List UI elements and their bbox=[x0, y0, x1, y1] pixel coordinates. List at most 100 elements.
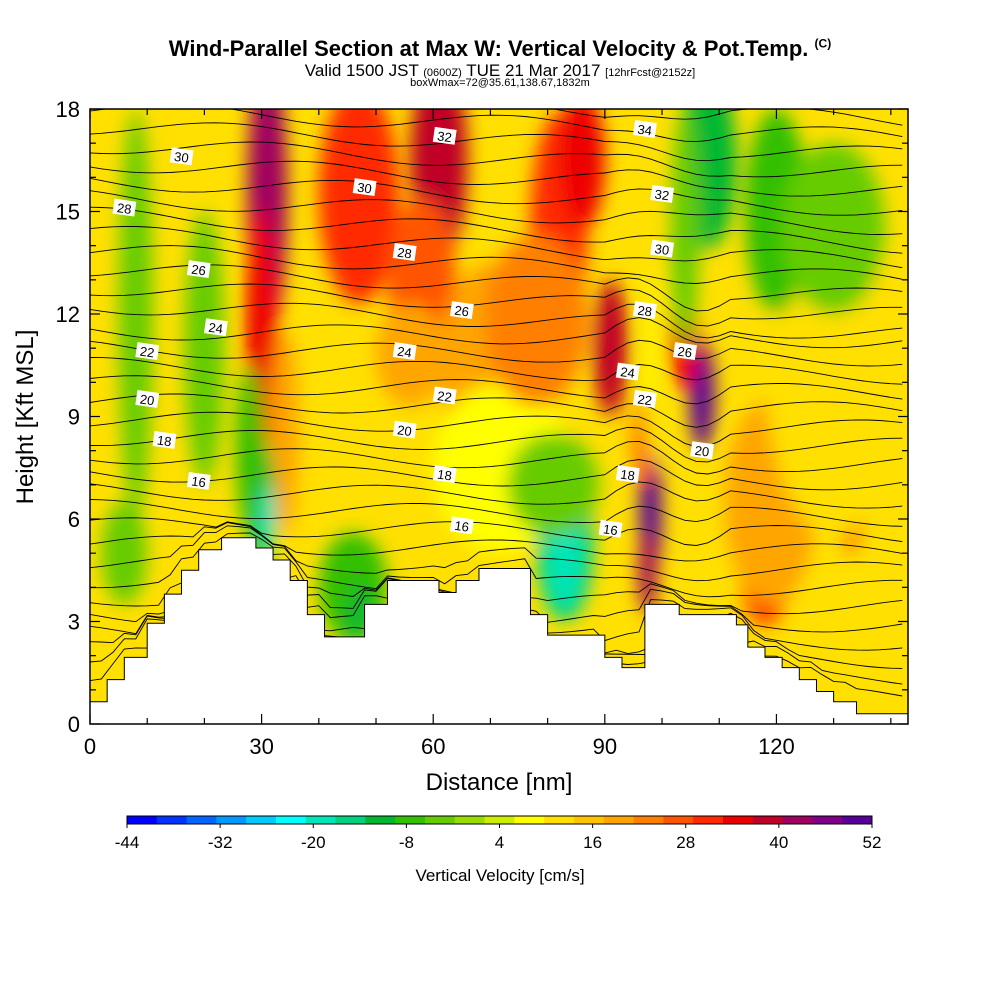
isentrope-label-23: 18 bbox=[615, 465, 640, 484]
colorbar-swatch bbox=[454, 816, 486, 824]
isentrope-label-17: 22 bbox=[632, 389, 657, 408]
isentrope-label-11: 26 bbox=[673, 342, 697, 361]
colorbar-swatch bbox=[693, 816, 724, 824]
colorbar-swatch bbox=[782, 816, 813, 824]
isentrope-line-31 bbox=[90, 122, 903, 162]
colorbar-swatch bbox=[246, 816, 277, 824]
isentrope-line-4 bbox=[90, 575, 903, 633]
colorbar-swatch bbox=[127, 816, 158, 824]
velocity-cell-2 bbox=[270, 331, 299, 537]
isentrope-label-4: 30 bbox=[352, 178, 377, 197]
colorbar-swatch bbox=[574, 816, 605, 824]
isentrope-label-text: 28 bbox=[116, 200, 132, 217]
isentrope-label-9: 26 bbox=[186, 260, 211, 279]
isentrope-label-1: 32 bbox=[432, 126, 457, 145]
isentrope-label-13: 24 bbox=[392, 342, 417, 361]
isentrope-line-19 bbox=[90, 339, 903, 367]
colorbar-swatch bbox=[365, 816, 396, 824]
colorbar: -44 -32 -20 -8 4 16 28 40 52 bbox=[115, 815, 882, 852]
isentrope-line-1 bbox=[90, 618, 903, 685]
isentrope-label-21: 18 bbox=[152, 430, 177, 449]
isentrope-label-text: 34 bbox=[637, 122, 653, 139]
colorbar-swatch bbox=[276, 816, 307, 824]
isentrope-label-text: 24 bbox=[619, 364, 635, 381]
y-tick-label: 0 bbox=[68, 712, 80, 737]
isentrope-label-25: 16 bbox=[449, 516, 474, 535]
isentrope-label-text: 18 bbox=[619, 467, 635, 484]
colorbar-swatch bbox=[156, 816, 188, 824]
isentrope-label-text: 22 bbox=[436, 388, 452, 405]
isentrope-line-9 bbox=[90, 517, 903, 546]
isentrope-line-0 bbox=[90, 647, 903, 697]
isentrope-label-2: 32 bbox=[650, 184, 675, 203]
velocity-cell-23 bbox=[670, 109, 700, 349]
isentrope-label-24: 16 bbox=[186, 471, 211, 490]
x-tick-label: 120 bbox=[758, 734, 795, 759]
isentrope-label-text: 16 bbox=[602, 521, 618, 538]
isentrope-line-29 bbox=[90, 160, 903, 197]
isentrope-label-text: 24 bbox=[208, 320, 224, 337]
isentrope-label-15: 22 bbox=[135, 342, 160, 361]
x-tick-label: 60 bbox=[421, 734, 445, 759]
colorbar-label: Vertical Velocity [cm/s] bbox=[415, 866, 584, 885]
colorbar-swatch bbox=[812, 816, 843, 824]
velocity-cell-28 bbox=[101, 501, 148, 605]
isentrope-label-text: 30 bbox=[654, 241, 670, 258]
isentrope-line-11 bbox=[90, 481, 903, 509]
colorbar-swatch bbox=[544, 816, 575, 824]
colorbar-tick-label: 52 bbox=[863, 833, 882, 852]
chart-detail: boxWmax=72@35.61,138.67,1832m bbox=[410, 77, 590, 89]
isentrope-label-18: 20 bbox=[135, 389, 160, 408]
isentrope-label-text: 18 bbox=[156, 432, 172, 449]
colorbar-swatch bbox=[216, 816, 247, 824]
isentrope-line-32 bbox=[90, 109, 903, 143]
isentrope-lines bbox=[90, 109, 903, 697]
y-axis-label: Height [Kft MSL] bbox=[12, 330, 39, 505]
terrain bbox=[90, 537, 908, 724]
velocity-cell-3 bbox=[318, 109, 399, 304]
colorbar-swatch bbox=[663, 816, 694, 824]
isentrope-label-text: 22 bbox=[139, 344, 155, 361]
isentrope-label-14: 24 bbox=[615, 362, 640, 381]
isentrope-label-text: 32 bbox=[436, 128, 452, 145]
isentrope-label-19: 20 bbox=[392, 420, 417, 439]
title-text: Wind-Parallel Section at Max W: Vertical… bbox=[168, 36, 809, 61]
isentrope-line-28 bbox=[90, 177, 903, 216]
isentrope-line-27 bbox=[90, 190, 903, 235]
isentrope-line-17 bbox=[90, 375, 903, 405]
isentrope-label-3: 30 bbox=[169, 147, 194, 166]
isentrope-label-7: 28 bbox=[392, 243, 417, 262]
colorbar-swatch bbox=[514, 816, 545, 824]
y-tick-label: 15 bbox=[56, 200, 80, 225]
isentrope-line-21 bbox=[90, 302, 903, 339]
colorbar-swatch bbox=[425, 816, 456, 824]
velocity-cell-27 bbox=[184, 211, 225, 485]
x-tick-label: 30 bbox=[249, 734, 273, 759]
isentrope-label-8: 28 bbox=[632, 301, 657, 320]
colorbar-swatch bbox=[603, 816, 635, 824]
velocity-cell-8 bbox=[559, 109, 605, 229]
velocity-cell-25 bbox=[782, 143, 886, 314]
isentrope-label-12: 24 bbox=[203, 318, 228, 337]
velocity-field: 34 32 32 30 30 30 28 28 28 26 26 26 24 24 24 22 22 22 20 20… bbox=[90, 109, 908, 724]
isentrope-label-text: 20 bbox=[694, 443, 710, 460]
isentrope-line-6 bbox=[90, 532, 903, 598]
colorbar-swatch bbox=[842, 816, 873, 824]
isentrope-line-14 bbox=[90, 426, 903, 463]
isentrope-label-text: 16 bbox=[190, 473, 206, 490]
isentrope-label-10: 26 bbox=[449, 301, 474, 320]
colorbar-tick-label: 16 bbox=[583, 833, 602, 852]
isentrope-line-8 bbox=[90, 522, 903, 562]
isentrope-labels: 34 32 32 30 30 30 28 28 28 26 26 26 24 24 24 22 22 22 20 20… bbox=[112, 120, 715, 538]
isentrope-label-text: 20 bbox=[139, 391, 155, 408]
isentrope-line-24 bbox=[90, 245, 903, 284]
isentrope-label-text: 28 bbox=[396, 245, 412, 262]
colorbar-tick-label: -32 bbox=[208, 833, 233, 852]
isentrope-line-22 bbox=[90, 283, 903, 327]
isentrope-label-text: 30 bbox=[356, 180, 372, 197]
x-tick-label: 90 bbox=[593, 734, 617, 759]
colorbar-tick-label: -8 bbox=[399, 833, 414, 852]
isentrope-line-16 bbox=[90, 393, 903, 428]
copyright-mark: (C) bbox=[814, 36, 832, 51]
